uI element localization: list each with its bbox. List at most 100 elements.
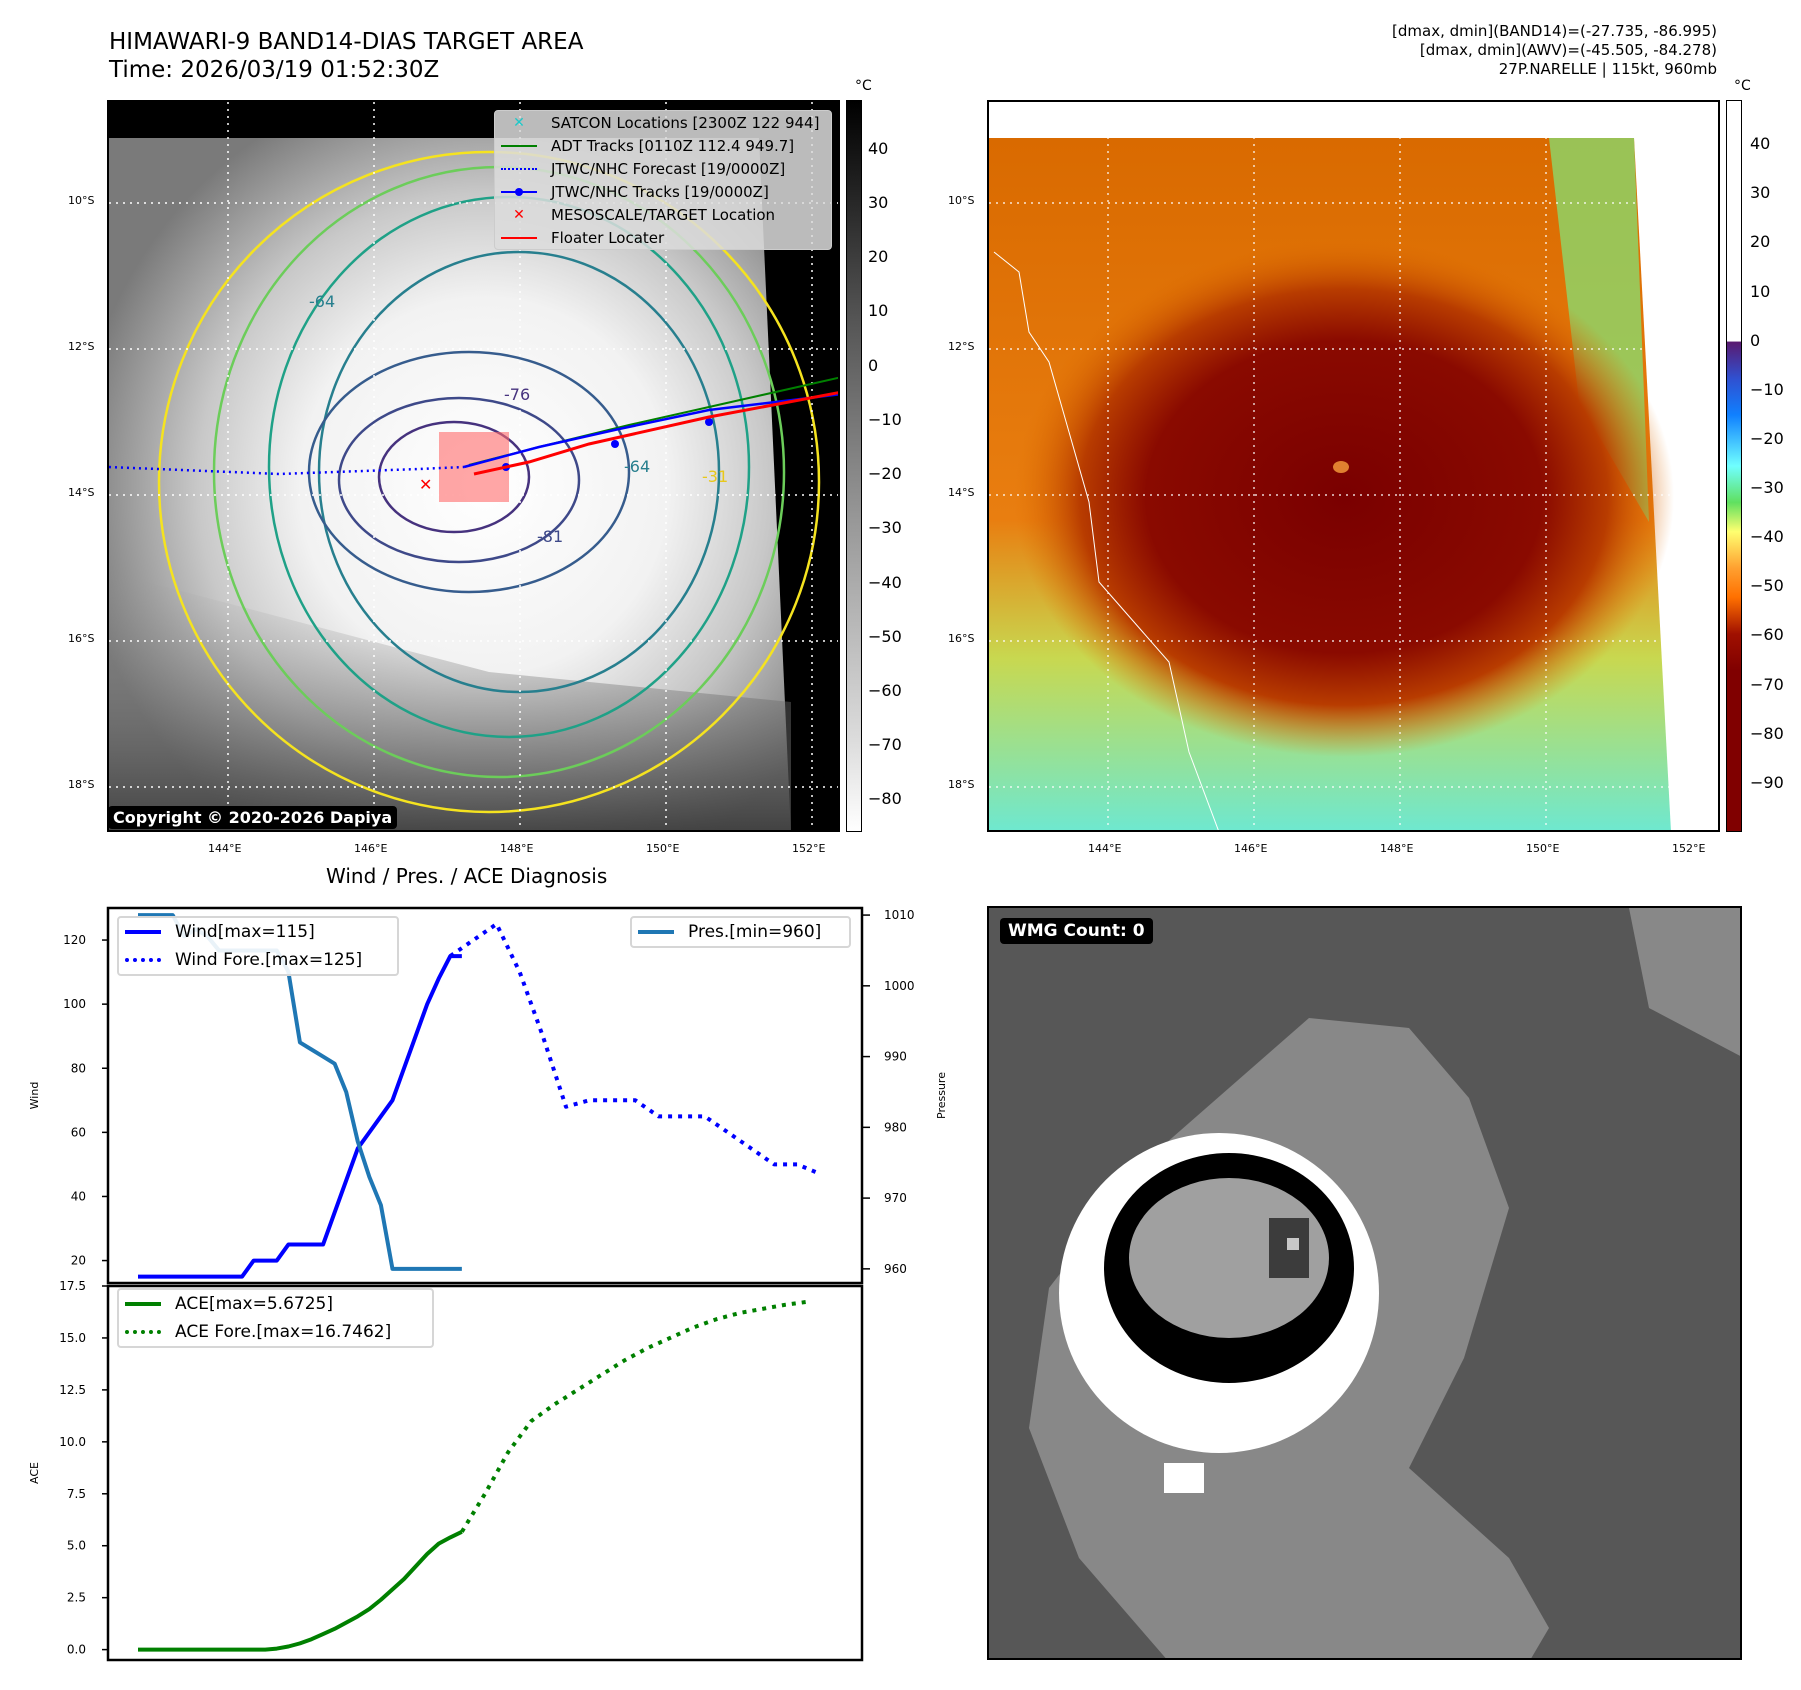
storm-info: 27P.NARELLE | 115kt, 960mb bbox=[1498, 60, 1717, 78]
dotted-line-green-icon bbox=[125, 1325, 161, 1339]
colorbar-tick-label: −30 bbox=[1750, 478, 1784, 498]
y-right-tick-label: 990 bbox=[884, 1050, 907, 1064]
mesoscale-target-marker: ✕ bbox=[419, 475, 432, 494]
y-tick-label: 17.5 bbox=[59, 1279, 86, 1293]
colorbar-tick-label: −80 bbox=[1750, 723, 1784, 743]
ir-colorbar-unit: °C bbox=[855, 78, 872, 94]
wmg-white-patch bbox=[1164, 1463, 1204, 1493]
legend-item-satcon: ✕ SATCON Locations [2300Z 122 944] bbox=[495, 111, 831, 134]
ace-plot-frame bbox=[106, 1284, 864, 1662]
coastline bbox=[993, 251, 1219, 830]
x-marker-red-icon: ✕ bbox=[513, 206, 525, 223]
target-area-box bbox=[439, 432, 509, 502]
colorbar-tick-label: 10 bbox=[868, 301, 889, 321]
colorbar-tick-label: −80 bbox=[868, 789, 902, 809]
legend-item-adt: ADT Tracks [0110Z 112.4 949.7] bbox=[495, 134, 831, 157]
colorbar-tick-label: −30 bbox=[868, 518, 902, 538]
legend-item-ace: ACE[max=5.6725] bbox=[119, 1290, 432, 1318]
y-axis-label: ACE bbox=[28, 1462, 41, 1484]
series-line-ace-fore bbox=[460, 1299, 810, 1533]
ir-map-panel: ✕ -76 -64 -81 -31 -64 ✕ SATCON Locations… bbox=[107, 100, 840, 832]
ace-legend: ACE[max=5.6725] ACE Fore.[max=16.7462] bbox=[117, 1288, 434, 1348]
lon-tick-label: 152°E bbox=[1672, 842, 1706, 855]
awv-map-image bbox=[989, 102, 1718, 830]
colorbar-tick-label: −50 bbox=[868, 626, 902, 646]
lat-tick-label: 12°S bbox=[68, 340, 95, 353]
lat-tick-label: 10°S bbox=[948, 194, 975, 207]
colorbar-tick-label: 20 bbox=[1750, 232, 1771, 252]
lon-tick-label: 150°E bbox=[1526, 842, 1560, 855]
title-time: Time: 2026/03/19 01:52:30Z bbox=[109, 57, 440, 83]
y-tick-label: 12.5 bbox=[59, 1383, 86, 1397]
legend-label: JTWC/NHC Tracks [19/0000Z] bbox=[551, 182, 769, 201]
lon-tick-label: 144°E bbox=[1088, 842, 1122, 855]
jtwc-track-line bbox=[463, 393, 838, 469]
awv-eye bbox=[1333, 461, 1349, 473]
colorbar-tick-label: −20 bbox=[868, 464, 902, 484]
contour-label: -76 bbox=[504, 385, 530, 404]
lat-tick-label: 14°S bbox=[68, 486, 95, 499]
lon-tick-label: 146°E bbox=[1234, 842, 1268, 855]
wmg-eye-bright bbox=[1287, 1238, 1299, 1250]
lon-tick-label: 148°E bbox=[1380, 842, 1414, 855]
lon-tick-label: 146°E bbox=[354, 842, 388, 855]
stats-header: [dmax, dmin](BAND14)=(-27.735, -86.995) … bbox=[1392, 22, 1717, 79]
legend-label: Wind[max=115] bbox=[175, 922, 315, 942]
solid-line-steelblue-icon bbox=[638, 925, 674, 939]
contour-indigo-2 bbox=[377, 420, 531, 534]
contour-label: -31 bbox=[702, 467, 728, 486]
legend-item-mesoscale: ✕ MESOSCALE/TARGET Location bbox=[495, 203, 831, 226]
lon-tick-label: 150°E bbox=[646, 842, 680, 855]
diagnosis-chart-title: Wind / Pres. / ACE Diagnosis bbox=[326, 864, 608, 888]
lon-tick-label: 152°E bbox=[792, 842, 826, 855]
lon-tick-label: 148°E bbox=[500, 842, 534, 855]
legend-label: Floater Locater bbox=[551, 228, 665, 247]
awv-colorbar-unit: °C bbox=[1734, 78, 1751, 94]
y-tick-label: 60 bbox=[71, 1125, 86, 1139]
awv-map-panel bbox=[987, 100, 1720, 832]
contour-label: -64 bbox=[624, 457, 650, 476]
colorbar-tick-label: −60 bbox=[868, 681, 902, 701]
lat-tick-label: 18°S bbox=[948, 778, 975, 791]
contour-outer-yellow bbox=[157, 150, 821, 814]
solid-line-red-icon bbox=[501, 231, 537, 245]
legend-item-floater: Floater Locater bbox=[495, 226, 831, 249]
legend-item-wind: Wind[max=115] bbox=[119, 918, 397, 946]
legend-label: Wind Fore.[max=125] bbox=[175, 950, 363, 970]
lat-tick-label: 12°S bbox=[948, 340, 975, 353]
contour-label: -81 bbox=[537, 527, 563, 546]
wmg-image bbox=[1029, 908, 1740, 1658]
ir-map-legend: ✕ SATCON Locations [2300Z 122 944] ADT T… bbox=[494, 110, 832, 250]
colorbar-tick-label: −70 bbox=[868, 735, 902, 755]
legend-item-wind-forecast: Wind Fore.[max=125] bbox=[119, 946, 397, 974]
copyright-label: Copyright © 2020-2026 Dapiya bbox=[108, 806, 398, 829]
y-tick-label: 10.0 bbox=[59, 1435, 86, 1449]
wind-legend: Wind[max=115] Wind Fore.[max=125] bbox=[117, 916, 399, 976]
y-tick-label: 100 bbox=[63, 997, 86, 1011]
ir-gridlines bbox=[109, 102, 838, 830]
ir-warm-region bbox=[109, 572, 791, 830]
y-tick-label: 15.0 bbox=[59, 1331, 86, 1345]
wmg-panel bbox=[987, 906, 1742, 1660]
y-right-tick-label: 960 bbox=[884, 1262, 907, 1276]
colorbar-tick-label: 30 bbox=[868, 193, 889, 213]
y-tick-label: 40 bbox=[71, 1189, 86, 1203]
y-right-tick-label: 970 bbox=[884, 1191, 907, 1205]
wmg-right-band bbox=[1629, 908, 1740, 1056]
wmg-count-badge: WMG Count: 0 bbox=[1000, 918, 1153, 944]
solid-line-blue-icon bbox=[125, 925, 161, 939]
contour-label: -64 bbox=[309, 292, 335, 311]
legend-label: ACE[max=5.6725] bbox=[175, 1294, 333, 1314]
colorbar-tick-label: −50 bbox=[1750, 576, 1784, 596]
pressure-legend: Pres.[min=960] bbox=[630, 916, 851, 948]
solid-line-green-icon bbox=[125, 1297, 161, 1311]
lat-tick-label: 16°S bbox=[68, 632, 95, 645]
colorbar-tick-label: −10 bbox=[868, 409, 902, 429]
colorbar-tick-label: 30 bbox=[1750, 183, 1771, 203]
jtwc-track-point bbox=[611, 440, 619, 448]
colorbar-tick-label: 0 bbox=[1750, 330, 1761, 350]
stats-band14: [dmax, dmin](BAND14)=(-27.735, -86.995) bbox=[1392, 22, 1717, 40]
colorbar-tick-label: 40 bbox=[1750, 134, 1771, 154]
colorbar-tick-label: −40 bbox=[1750, 527, 1784, 547]
awv-colorbar bbox=[1726, 100, 1742, 832]
